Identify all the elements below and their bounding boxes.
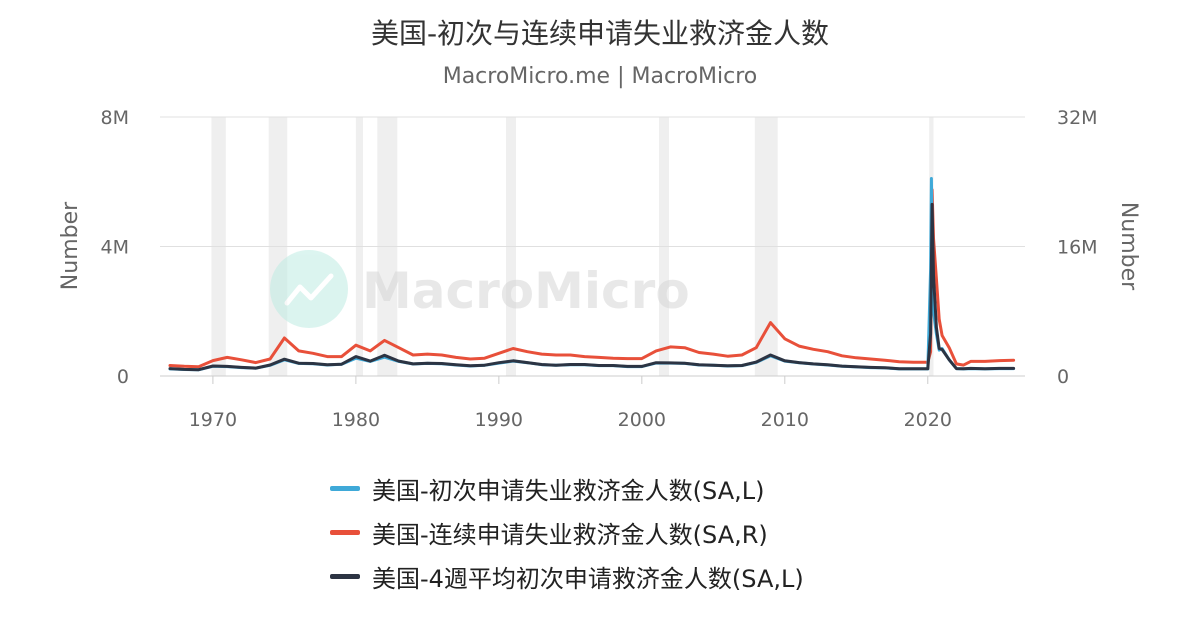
- x-tick-label: 2010: [761, 409, 809, 431]
- watermark-icon-mark: [284, 273, 334, 306]
- x-tick-label: 2000: [618, 409, 666, 431]
- legend-label: 美国-连续申请失业救济金人数(SA,R): [372, 520, 768, 549]
- legend-swatch: [330, 485, 360, 491]
- grid-lines: [160, 116, 1025, 377]
- legend-swatch: [330, 529, 360, 535]
- y-left-tick-label: 0: [117, 366, 129, 388]
- series-lines: [168, 177, 1016, 372]
- legend-item-0[interactable]: 美国-初次申请失业救济金人数(SA,L): [330, 466, 804, 510]
- y-right-tick-label: 0: [1057, 366, 1069, 388]
- legend-item-2[interactable]: 美国-4週平均初次申请救济金人数(SA,L): [330, 554, 804, 598]
- legend: 美国-初次申请失业救济金人数(SA,L) 美国-连续申请失业救济金人数(SA,R)…: [330, 466, 804, 598]
- chart-title: 美国-初次与连续申请失业救济金人数: [370, 17, 830, 50]
- y-right-tick-label: 16M: [1057, 237, 1098, 259]
- y-left-tick-label: 8M: [101, 107, 129, 129]
- series-line-2: [168, 202, 1016, 372]
- y-axis-right-title: Number: [1116, 202, 1141, 291]
- watermark-icon: [270, 250, 348, 328]
- x-tick-label: 1980: [332, 409, 380, 431]
- watermark-text: MacroMicro: [362, 262, 690, 320]
- y-axis-left-title: Number: [58, 201, 83, 290]
- watermark-logo: MacroMicro: [270, 250, 690, 328]
- x-tick-label: 1990: [475, 409, 523, 431]
- legend-label: 美国-4週平均初次申请救济金人数(SA,L): [372, 564, 804, 593]
- legend-label: 美国-初次申请失业救济金人数(SA,L): [372, 476, 765, 505]
- y-left-tick-label: 4M: [101, 237, 129, 259]
- x-tick-label: 2020: [904, 409, 952, 431]
- chart-subtitle: MacroMicro.me | MacroMicro: [442, 64, 758, 89]
- axes: 0 0 4M 16M 8M 32M 1970 1980 1990 2000 2010 2020: [101, 107, 1098, 431]
- legend-swatch: [330, 573, 360, 579]
- y-right-tick-label: 32M: [1057, 107, 1098, 129]
- x-tick-label: 1970: [189, 409, 237, 431]
- legend-item-1[interactable]: 美国-连续申请失业救济金人数(SA,R): [330, 510, 804, 554]
